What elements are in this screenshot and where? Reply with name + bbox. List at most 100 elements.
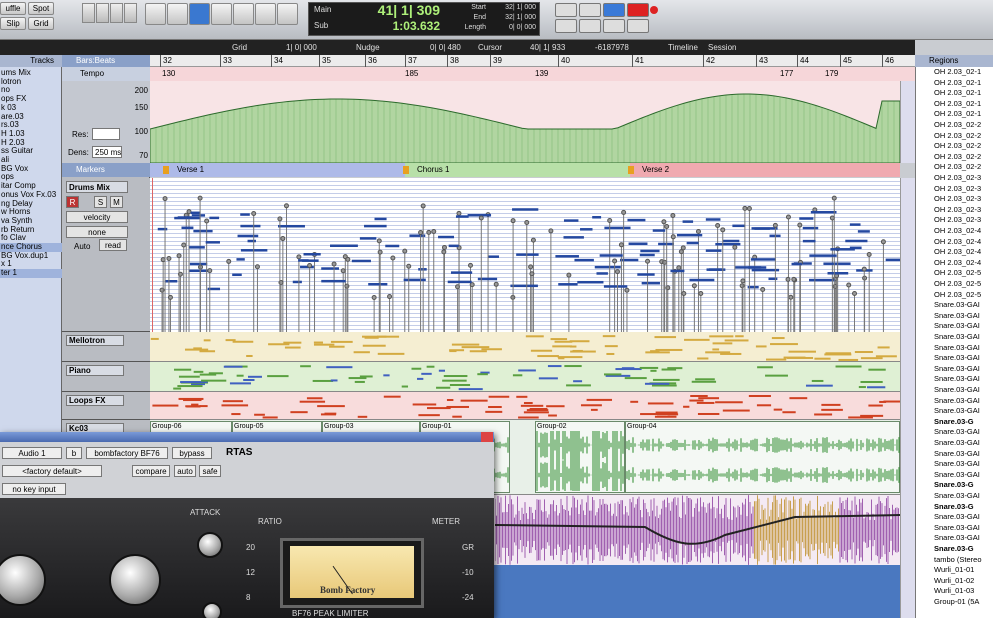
region-item[interactable]: OH 2.03_02-3 bbox=[918, 216, 993, 226]
marker[interactable]: Verse 2 bbox=[628, 166, 669, 174]
auto-mode[interactable]: read bbox=[99, 239, 127, 251]
region-item[interactable]: OH 2.03_02-3 bbox=[918, 185, 993, 195]
density-selector[interactable]: 250 ms bbox=[92, 146, 122, 158]
region-item[interactable]: OH 2.03_02-4 bbox=[918, 259, 993, 269]
region-item[interactable]: Wurli_01-01 bbox=[918, 566, 993, 576]
region-item[interactable]: Snare.03-GAI bbox=[918, 428, 993, 438]
tool-button[interactable] bbox=[124, 3, 137, 23]
region-item[interactable]: Snare.03-GAI bbox=[918, 450, 993, 460]
track-list-item[interactable]: ter 1 bbox=[0, 269, 62, 278]
view-selector[interactable]: velocity bbox=[66, 211, 128, 223]
resolution-selector[interactable] bbox=[92, 128, 120, 140]
transport-button[interactable] bbox=[555, 19, 577, 33]
transport-button[interactable] bbox=[627, 19, 649, 33]
transport-button[interactable] bbox=[603, 3, 625, 17]
edit-mode-button[interactable]: uffle bbox=[0, 2, 26, 15]
region-item[interactable]: Snare.03-G bbox=[918, 503, 993, 513]
track-list-header[interactable]: Tracks bbox=[0, 55, 62, 67]
region-item[interactable]: Snare.03-G bbox=[918, 481, 993, 491]
region-item[interactable]: Snare.03-GAI bbox=[918, 460, 993, 470]
tool-button[interactable] bbox=[167, 3, 188, 25]
tool-button[interactable] bbox=[233, 3, 254, 25]
region-item[interactable]: Snare.03-GAI bbox=[918, 354, 993, 364]
knob[interactable] bbox=[202, 602, 222, 618]
region-item[interactable]: Snare.03-GAI bbox=[918, 386, 993, 396]
tool-button[interactable] bbox=[211, 3, 232, 25]
marker[interactable]: Verse 1 bbox=[163, 166, 204, 174]
tool-button[interactable] bbox=[96, 3, 109, 23]
region-item[interactable]: Snare.03-GAI bbox=[918, 534, 993, 544]
clip-name[interactable]: Group-02 bbox=[537, 423, 567, 430]
region-item[interactable]: Snare.03-GAI bbox=[918, 513, 993, 523]
tool-button[interactable] bbox=[82, 3, 95, 23]
region-item[interactable]: OH 2.03_02-2 bbox=[918, 142, 993, 152]
track-name[interactable]: Loops FX bbox=[66, 395, 124, 406]
region-item[interactable]: OH 2.03_02-4 bbox=[918, 248, 993, 258]
track-button[interactable]: R bbox=[66, 196, 79, 208]
plugin-button[interactable]: safe bbox=[199, 465, 221, 477]
region-item[interactable]: OH 2.03_02-2 bbox=[918, 121, 993, 131]
region-item[interactable]: OH 2.03_02-5 bbox=[918, 269, 993, 279]
close-button[interactable] bbox=[481, 432, 493, 442]
region-item[interactable]: Snare.03-GAI bbox=[918, 397, 993, 407]
plugin-button[interactable]: bombfactory BF76 bbox=[86, 447, 168, 459]
region-item[interactable]: OH 2.03_02-5 bbox=[918, 280, 993, 290]
region-item[interactable]: Snare.03-GAI bbox=[918, 375, 993, 385]
region-item[interactable]: Group-01 (5A bbox=[918, 598, 993, 608]
track-list-item[interactable]: ss Guitar bbox=[0, 147, 62, 156]
tool-button[interactable] bbox=[145, 3, 166, 25]
region-item[interactable]: OH 2.03_02-2 bbox=[918, 153, 993, 163]
region-item[interactable]: Snare.03-GAI bbox=[918, 333, 993, 343]
region-item[interactable]: Wurli_01-02 bbox=[918, 577, 993, 587]
transport-button[interactable] bbox=[603, 19, 625, 33]
transport-button[interactable] bbox=[627, 3, 649, 17]
transport-button[interactable] bbox=[555, 3, 577, 17]
plugin-button[interactable]: compare bbox=[132, 465, 170, 477]
region-item[interactable]: Snare.03-GAI bbox=[918, 312, 993, 322]
plugin-button[interactable]: <factory default> bbox=[2, 465, 102, 477]
region-item[interactable]: OH 2.03_02-2 bbox=[918, 132, 993, 142]
tool-button[interactable] bbox=[110, 3, 123, 23]
region-item[interactable]: OH 2.03_02-1 bbox=[918, 100, 993, 110]
tool-button[interactable] bbox=[189, 3, 210, 25]
track-name[interactable]: Mellotron bbox=[66, 335, 124, 346]
plugin-button[interactable]: Audio 1 bbox=[2, 447, 62, 459]
none-selector[interactable]: none bbox=[66, 226, 128, 238]
region-item[interactable]: OH 2.03_02-4 bbox=[918, 227, 993, 237]
region-item[interactable]: Wurli_01-03 bbox=[918, 587, 993, 597]
clip-name[interactable]: Group-01 bbox=[422, 423, 452, 430]
clip-name[interactable]: Group-05 bbox=[234, 423, 264, 430]
track-name[interactable]: Drums Mix bbox=[66, 181, 128, 193]
region-item[interactable]: OH 2.03_02-2 bbox=[918, 163, 993, 173]
clip-name[interactable]: Group-06 bbox=[152, 423, 182, 430]
plugin-button[interactable]: auto bbox=[174, 465, 196, 477]
plugin-button[interactable]: no key input bbox=[2, 483, 66, 495]
region-item[interactable]: Snare.03-GAI bbox=[918, 524, 993, 534]
edit-mode-button[interactable]: Spot bbox=[28, 2, 54, 15]
clip-name[interactable]: Group-03 bbox=[324, 423, 354, 430]
edit-mode-button[interactable]: Slip bbox=[0, 17, 26, 30]
track-name[interactable]: Piano bbox=[66, 365, 124, 376]
track-button[interactable]: S bbox=[94, 196, 107, 208]
region-item[interactable]: tambo (Stereo bbox=[918, 556, 993, 566]
region-item[interactable]: OH 2.03_02-3 bbox=[918, 195, 993, 205]
plugin-button[interactable]: b bbox=[66, 447, 82, 459]
region-item[interactable]: OH 2.03_02-3 bbox=[918, 174, 993, 184]
region-item[interactable]: OH 2.03_02-1 bbox=[918, 79, 993, 89]
clip-name[interactable]: Group-04 bbox=[627, 423, 657, 430]
transport-button[interactable] bbox=[579, 19, 601, 33]
edit-mode-button[interactable]: Grid bbox=[28, 17, 54, 30]
tool-button[interactable] bbox=[277, 3, 298, 25]
marker[interactable]: Chorus 1 bbox=[403, 166, 449, 174]
region-item[interactable]: Snare.03-G bbox=[918, 418, 993, 428]
region-item[interactable]: OH 2.03_02-3 bbox=[918, 206, 993, 216]
regions-header[interactable]: Regions bbox=[915, 55, 993, 67]
region-item[interactable]: OH 2.03_02-4 bbox=[918, 238, 993, 248]
region-item[interactable]: Snare.03-GAI bbox=[918, 407, 993, 417]
region-item[interactable]: Snare.03-GAI bbox=[918, 322, 993, 332]
region-item[interactable]: Snare.03-G bbox=[918, 545, 993, 555]
tool-button[interactable] bbox=[255, 3, 276, 25]
knob[interactable] bbox=[109, 554, 161, 606]
track-button[interactable]: M bbox=[110, 196, 123, 208]
transport-button[interactable] bbox=[579, 3, 601, 17]
